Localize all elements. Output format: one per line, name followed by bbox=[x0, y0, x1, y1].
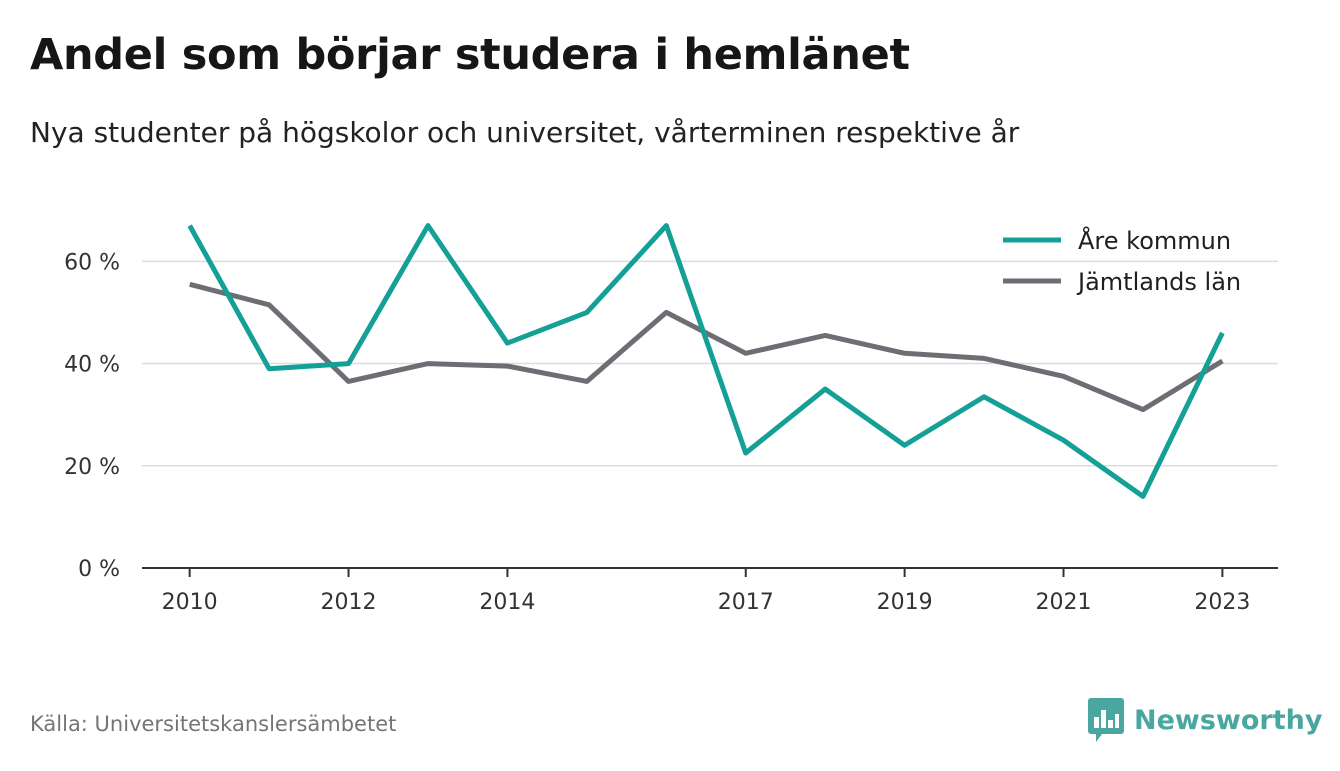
y-tick-label: 40 % bbox=[64, 353, 120, 378]
x-tick-label: 2017 bbox=[718, 590, 774, 615]
series-lines bbox=[187, 223, 1225, 499]
source-note: Källa: Universitetskanslersämbetet bbox=[30, 712, 397, 736]
x-tick-label: 2010 bbox=[162, 590, 218, 615]
brand-name: Newsworthy bbox=[1134, 704, 1323, 736]
x-tick-label: 2014 bbox=[479, 590, 535, 615]
legend-label: Jämtlands län bbox=[1076, 268, 1241, 296]
chart-title: Andel som börjar studera i hemlänet bbox=[30, 30, 910, 80]
y-tick-label: 0 % bbox=[78, 557, 120, 582]
chart-subtitle: Nya studenter på högskolor och universit… bbox=[30, 116, 1020, 149]
bar-chart-speech-bubble-icon bbox=[1088, 698, 1124, 742]
x-tick-label: 2023 bbox=[1194, 590, 1250, 615]
y-tick-label: 60 % bbox=[64, 250, 120, 275]
brand-logo: Newsworthy bbox=[1088, 698, 1322, 742]
x-tick-label: 2012 bbox=[321, 590, 377, 615]
legend-label: Åre kommun bbox=[1078, 226, 1231, 255]
legend: Åre kommun Jämtlands län bbox=[1003, 226, 1241, 296]
y-axis-ticks: 0 % 20 % 40 % 60 % bbox=[64, 250, 120, 582]
x-axis: 2010 2012 2014 2017 2019 2021 2023 bbox=[142, 567, 1278, 615]
x-tick-label: 2019 bbox=[877, 590, 933, 615]
x-tick-label: 2021 bbox=[1036, 590, 1092, 615]
y-tick-label: 20 % bbox=[64, 455, 120, 480]
series-line-are-kommun bbox=[187, 223, 1225, 499]
